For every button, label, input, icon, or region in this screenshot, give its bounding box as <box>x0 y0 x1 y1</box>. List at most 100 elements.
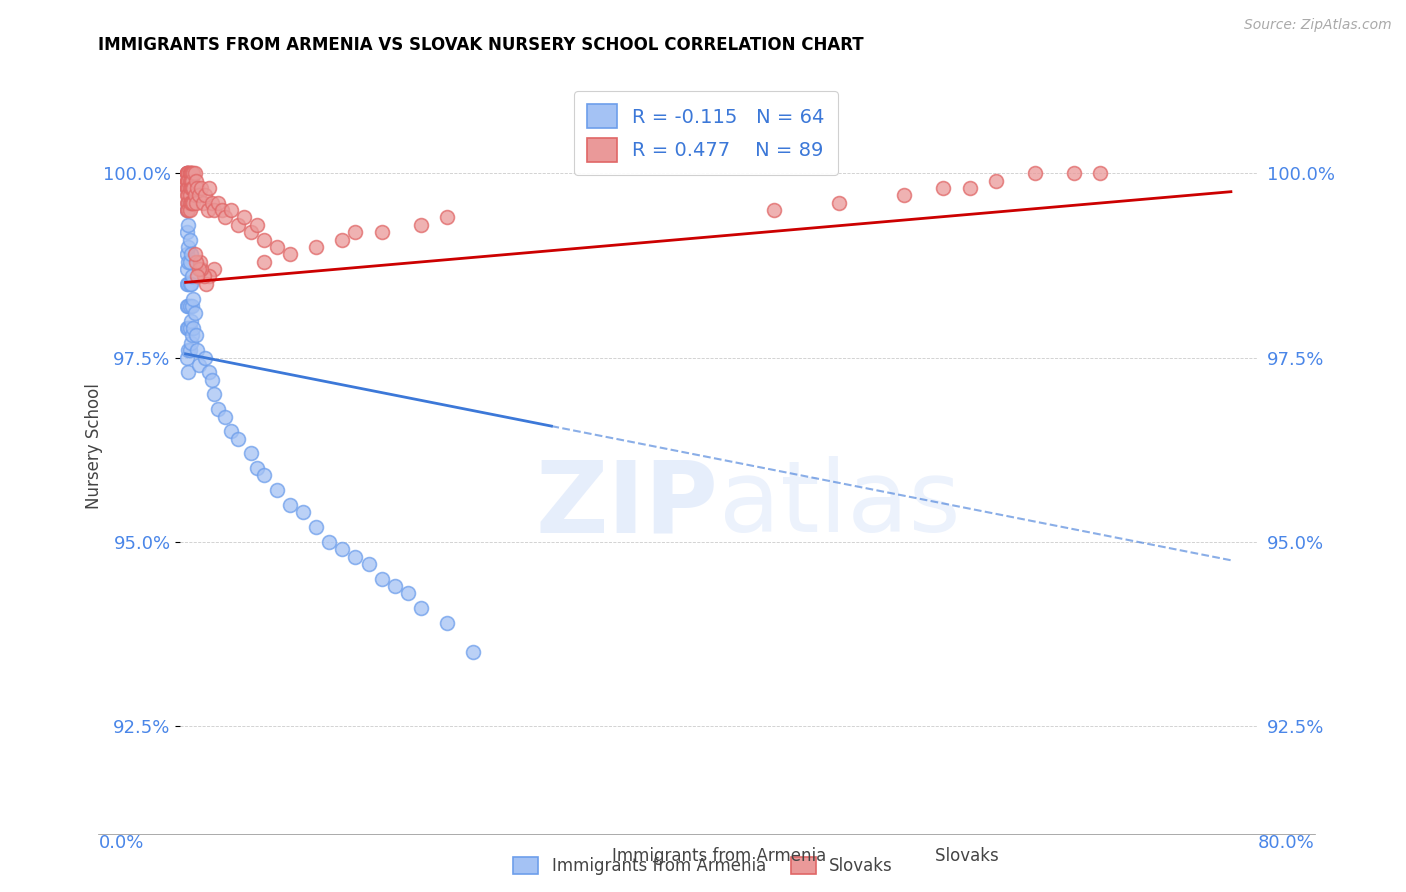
Point <box>177 195 200 210</box>
Point <box>176 195 198 210</box>
Point <box>318 534 340 549</box>
Point <box>190 262 212 277</box>
Point <box>246 218 269 232</box>
Point <box>186 343 208 358</box>
Point <box>176 174 198 188</box>
Text: atlas: atlas <box>718 457 960 553</box>
Point <box>179 321 201 335</box>
Point <box>176 181 198 195</box>
Point <box>1063 166 1085 180</box>
Point <box>177 174 200 188</box>
Point <box>177 365 200 379</box>
Point <box>176 166 198 180</box>
Point <box>384 579 406 593</box>
Point <box>176 225 198 239</box>
Point <box>266 240 288 254</box>
Point <box>226 218 249 232</box>
Point <box>201 373 224 387</box>
Point <box>177 181 200 195</box>
Point <box>186 181 208 195</box>
Text: Immigrants from Armenia: Immigrants from Armenia <box>591 847 825 865</box>
Legend: Immigrants from Armenia, Slovaks: Immigrants from Armenia, Slovaks <box>505 849 901 884</box>
Point <box>179 195 201 210</box>
Point <box>176 166 198 180</box>
Point <box>176 203 198 218</box>
Point <box>932 181 955 195</box>
Point <box>370 572 392 586</box>
Text: IMMIGRANTS FROM ARMENIA VS SLOVAK NURSERY SCHOOL CORRELATION CHART: IMMIGRANTS FROM ARMENIA VS SLOVAK NURSER… <box>98 36 865 54</box>
Point <box>214 211 236 225</box>
Point <box>176 262 198 277</box>
Point <box>292 505 315 519</box>
Point <box>893 188 915 202</box>
Point <box>184 254 207 268</box>
Point <box>176 181 198 195</box>
Point <box>180 166 202 180</box>
Text: 80.0%: 80.0% <box>1258 834 1315 852</box>
Point <box>984 174 1007 188</box>
Point <box>207 195 229 210</box>
Point <box>176 174 198 188</box>
Point <box>762 203 785 218</box>
Point <box>194 351 217 365</box>
Point <box>202 203 225 218</box>
Point <box>176 321 198 335</box>
Point <box>176 299 198 313</box>
Point <box>221 203 243 218</box>
Point <box>239 446 262 460</box>
Text: 0.0%: 0.0% <box>98 834 143 852</box>
Point <box>201 195 224 210</box>
Point <box>179 174 201 188</box>
Point <box>207 402 229 417</box>
Point <box>181 195 204 210</box>
Point <box>246 461 269 475</box>
Point <box>177 321 200 335</box>
Point <box>344 225 367 239</box>
Point <box>179 188 201 202</box>
Point <box>180 166 202 180</box>
Point <box>183 292 205 306</box>
Y-axis label: Nursery School: Nursery School <box>86 383 103 509</box>
Point <box>176 351 198 365</box>
Point <box>278 247 301 261</box>
Point <box>183 321 205 335</box>
Point <box>176 247 198 261</box>
Point <box>202 262 225 277</box>
Point <box>176 166 198 180</box>
Point <box>180 174 202 188</box>
Text: Slovaks: Slovaks <box>914 847 998 865</box>
Point <box>191 195 214 210</box>
Point <box>176 203 198 218</box>
Point <box>305 240 328 254</box>
Point <box>198 365 221 379</box>
Point <box>183 247 205 261</box>
Point <box>184 195 207 210</box>
Point <box>181 328 204 343</box>
Text: ZIP: ZIP <box>536 457 718 553</box>
Point <box>181 174 204 188</box>
Point <box>211 203 233 218</box>
Point <box>179 254 201 268</box>
Point <box>183 188 205 202</box>
Point <box>177 240 200 254</box>
Point <box>461 645 484 659</box>
Point <box>179 181 201 195</box>
Point <box>183 166 205 180</box>
Point <box>179 343 201 358</box>
Point <box>1024 166 1046 180</box>
Point <box>278 498 301 512</box>
Point <box>177 343 200 358</box>
Point <box>332 542 354 557</box>
Point <box>959 181 981 195</box>
Point <box>183 181 205 195</box>
Point <box>233 211 256 225</box>
Point <box>181 299 204 313</box>
Point <box>305 520 328 534</box>
Point <box>179 299 201 313</box>
Text: Source: ZipAtlas.com: Source: ZipAtlas.com <box>1244 18 1392 32</box>
Point <box>177 188 200 202</box>
Point <box>183 166 205 180</box>
Point <box>187 262 209 277</box>
Point <box>828 195 851 210</box>
Point <box>344 549 367 564</box>
